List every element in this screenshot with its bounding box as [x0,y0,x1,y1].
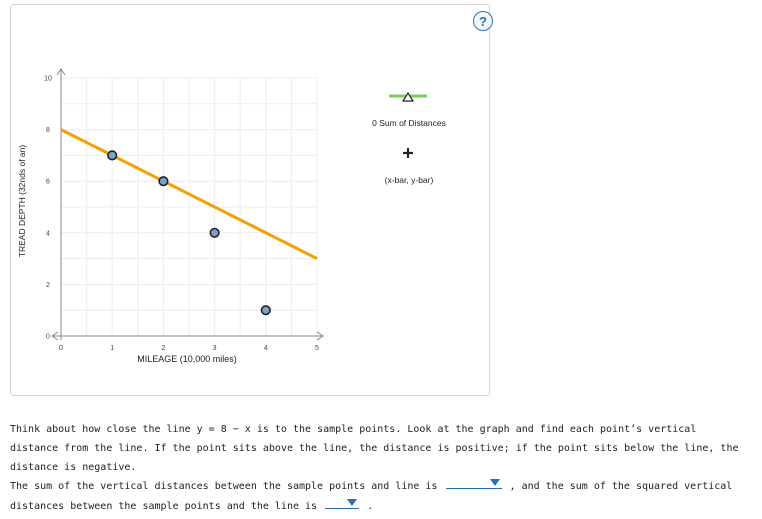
x-tick-label: 5 [315,345,319,352]
y-tick-label: 10 [44,76,52,83]
sum-squared-dropdown[interactable] [325,496,360,509]
x-axis-arrow-icon [316,331,324,341]
data-point [107,150,118,161]
legend-mean-label: (x-bar, y-bar) [385,175,434,185]
sum-distances-dropdown[interactable] [445,476,502,489]
answer-sentence: The sum of the vertical distances betwee… [10,476,750,516]
y-tick-label: 8 [46,127,50,134]
x-tick-label: 2 [161,345,165,352]
x-tick-label: 0 [59,345,63,352]
x-axis-left-arrow-icon [51,331,59,341]
y-axis-arrow-icon [56,68,66,76]
graph-panel: ? 0 1 2 3 4 5 0 2 4 6 8 10 MILEAGE (10,000 miles) T… [10,4,493,396]
triangle-icon [401,91,415,102]
question-text: Think about how close the line y = 8 − x… [10,424,739,473]
y-tick-label: 6 [46,179,50,186]
legend-sum-label: 0 Sum of Distances [372,118,446,128]
chart-grid [60,77,318,337]
chart-series [60,128,318,316]
legend-sum-of-distances: 0 Sum of Distances [372,91,446,128]
scatter-chart[interactable]: 0 1 2 3 4 5 0 2 4 6 8 10 MILEAGE (10,000 miles) TRE… [11,5,489,395]
chart-ticks: 0 1 2 3 4 5 0 2 4 6 8 10 [44,76,319,353]
answer-part2: , and the sum of the squared vertical di… [10,481,733,512]
chevron-down-icon[interactable] [489,479,500,486]
answer-end: . [367,501,374,512]
y-tick-label: 0 [46,334,50,341]
chart-axes [51,68,324,341]
y-tick-label: 2 [46,282,50,289]
x-tick-label: 1 [110,345,114,352]
help-icon[interactable]: ? [473,11,493,31]
data-point [209,227,220,238]
plus-icon [403,148,413,158]
x-tick-label: 4 [264,345,268,352]
x-axis-label: MILEAGE (10,000 miles) [137,354,237,364]
y-tick-label: 4 [46,230,50,237]
legend-mean-point: (x-bar, y-bar) [385,148,434,185]
y-axis-label: TREAD DEPTH (32nds of an) [17,145,27,258]
chevron-down-icon[interactable] [347,499,358,506]
data-point [260,305,271,316]
fitted-line [60,128,318,260]
x-tick-label: 3 [213,345,217,352]
answer-part1: The sum of the vertical distances betwee… [10,481,438,492]
data-point [158,176,169,187]
